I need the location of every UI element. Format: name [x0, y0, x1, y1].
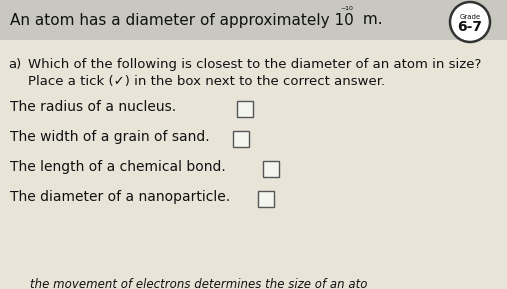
Text: the movement of electrons determines the size of an ato: the movement of electrons determines the… [30, 278, 368, 289]
Text: Grade: Grade [459, 14, 481, 20]
Text: Place a tick (✓) in the box next to the correct answer.: Place a tick (✓) in the box next to the … [28, 75, 385, 88]
Text: The diameter of a nanoparticle.: The diameter of a nanoparticle. [10, 190, 230, 204]
FancyBboxPatch shape [233, 131, 249, 147]
Text: An atom has a diameter of approximately 10: An atom has a diameter of approximately … [10, 12, 354, 27]
Text: The width of a grain of sand.: The width of a grain of sand. [10, 130, 209, 144]
FancyBboxPatch shape [0, 0, 507, 40]
Text: ⁻¹⁰: ⁻¹⁰ [340, 6, 353, 16]
Text: Which of the following is closest to the diameter of an atom in size?: Which of the following is closest to the… [28, 58, 481, 71]
Text: The length of a chemical bond.: The length of a chemical bond. [10, 160, 226, 174]
Text: 6-7: 6-7 [457, 20, 483, 34]
FancyBboxPatch shape [258, 191, 274, 207]
Text: m.: m. [358, 12, 383, 27]
Text: a): a) [8, 58, 21, 71]
FancyBboxPatch shape [263, 161, 279, 177]
FancyBboxPatch shape [237, 101, 253, 117]
Text: The radius of a nucleus.: The radius of a nucleus. [10, 100, 176, 114]
Circle shape [450, 2, 490, 42]
